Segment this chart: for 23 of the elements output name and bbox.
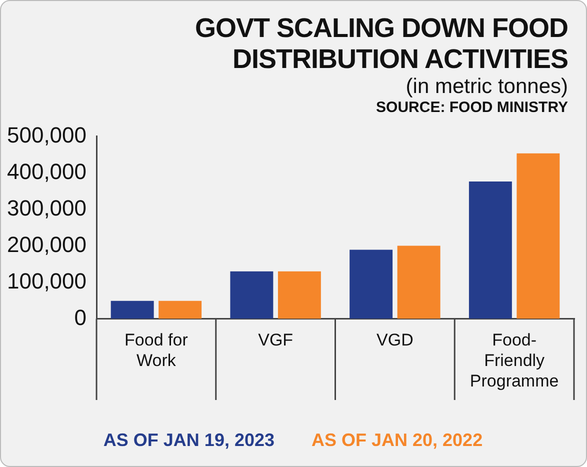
- bar: [468, 181, 512, 319]
- bar: [350, 250, 393, 319]
- bar: [278, 271, 321, 319]
- x-tick-label: VGF: [258, 330, 294, 350]
- y-tick-label: 300,000: [6, 195, 87, 220]
- chart-subtitle: (in metric tonnes): [404, 75, 568, 99]
- source-note: SOURCE: FOOD MINISTRY: [375, 99, 568, 117]
- chart-title: GOVT SCALING DOWN FOOD DISTRIBUTION ACTIVITIES: [194, 13, 568, 75]
- y-tick-label: 200,000: [6, 232, 87, 257]
- x-tick-label: VGD: [376, 330, 414, 350]
- bar: [230, 271, 274, 319]
- x-tick-label: Food for Work: [124, 330, 188, 370]
- y-tick-label: 400,000: [6, 158, 87, 184]
- bar: [158, 300, 202, 319]
- x-tick-label: Food-Friendly Programme: [470, 330, 559, 390]
- y-tick-label: 500,000: [6, 122, 87, 148]
- y-tick-label: 0: [74, 304, 87, 330]
- y-tick-label: 100,000: [6, 268, 87, 294]
- bar: [516, 153, 560, 319]
- text: AS OF JAN 20, 2022: [312, 430, 483, 450]
- bar: [110, 300, 154, 319]
- text: AS OF JAN 19, 2023: [103, 430, 275, 450]
- bar: [397, 246, 440, 319]
